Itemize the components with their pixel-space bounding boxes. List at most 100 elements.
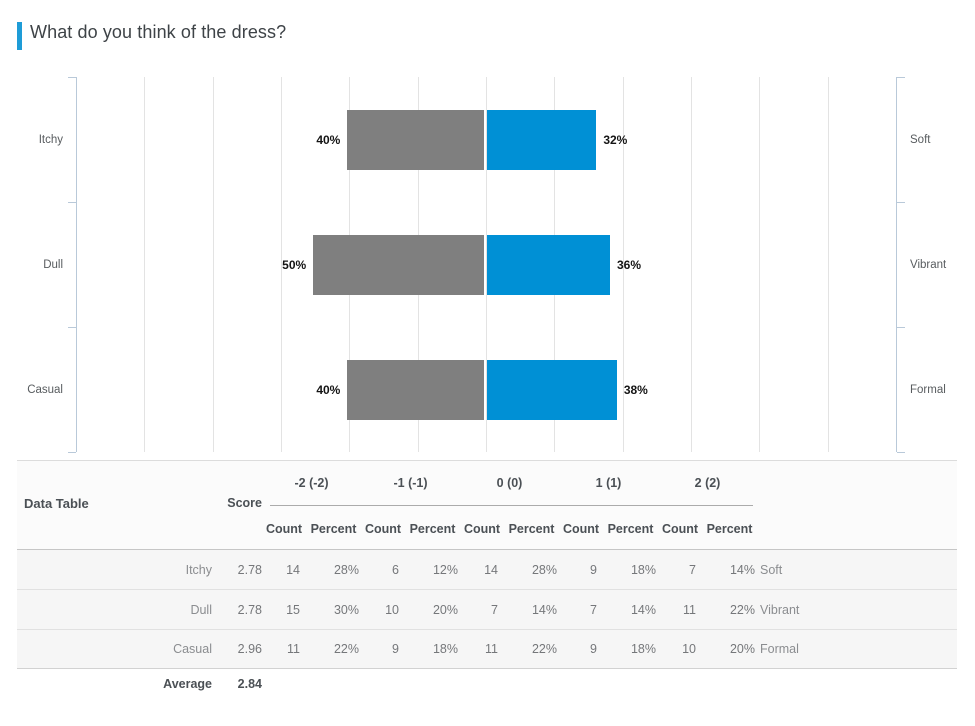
- right-axis-tick: [897, 452, 905, 453]
- percent-cell: 14%: [531, 602, 557, 617]
- row-label: Itchy: [185, 562, 212, 577]
- positive-bar-value-label: 38%: [623, 382, 648, 397]
- percent-cell: 28%: [531, 562, 557, 577]
- percent-column-header: Percent: [310, 522, 357, 536]
- row-right-label: Formal: [760, 642, 799, 656]
- average-row: Average 2.84: [17, 669, 957, 691]
- chart-gridline: [622, 77, 624, 452]
- chart-gridline: [144, 77, 146, 452]
- left-axis-tick: [68, 202, 76, 203]
- question-accent-bar: [17, 22, 22, 50]
- count-column-header: Count: [364, 522, 402, 536]
- chart-gridline: [281, 77, 282, 452]
- group-header: -1 (-1): [393, 476, 428, 490]
- percent-cell: 14%: [729, 562, 755, 577]
- count-column-header: Count: [265, 522, 303, 536]
- count-cell: 11: [485, 642, 498, 656]
- row-label: Dull: [190, 602, 212, 617]
- table-row: Dull 2.78 15 30% 10 20% 7 14% 7 14% 11 22% Vibrant: [17, 589, 957, 629]
- chart-gridline: [212, 77, 214, 452]
- chart-gridline: [759, 77, 761, 452]
- positive-bar-value-label: 36%: [617, 257, 642, 272]
- sub-header-spacer-right: [757, 513, 957, 536]
- group-header-spacer-label: [17, 461, 212, 505]
- row-right-label: Vibrant: [760, 602, 800, 617]
- percent-column-header: Percent: [607, 522, 654, 536]
- percent-cell: 30%: [333, 602, 359, 617]
- chart-gridline: [486, 77, 487, 452]
- negative-bar-segment[interactable]: [313, 234, 484, 295]
- percent-column-header: Percent: [706, 522, 753, 536]
- positive-bar-value-label: 32%: [603, 132, 628, 147]
- positive-bar-segment[interactable]: [487, 109, 597, 170]
- negative-bar-value-label: 40%: [316, 382, 341, 397]
- percent-cell: 14%: [630, 602, 656, 617]
- row-label: Casual: [173, 642, 212, 656]
- header-rule: [270, 505, 753, 506]
- category-label-left: Itchy: [38, 133, 63, 146]
- count-cell: 9: [590, 562, 597, 577]
- table-title: Data Table: [24, 496, 89, 511]
- sub-header-spacer-score: [212, 513, 262, 536]
- row-score: 2.96: [237, 642, 262, 656]
- left-axis-tick: [68, 77, 76, 78]
- percent-cell: 28%: [333, 562, 359, 577]
- count-column-header: Count: [562, 522, 600, 536]
- right-axis-tick: [897, 77, 905, 78]
- row-score: 2.78: [237, 602, 262, 617]
- count-cell: 15: [286, 602, 300, 617]
- group-header: -2 (-2): [294, 476, 329, 490]
- percent-cell: 12%: [432, 562, 458, 577]
- count-cell: 7: [590, 602, 597, 617]
- sub-header-row: Count Percent Count Percent Count Percent Coun…: [17, 513, 957, 536]
- count-cell: 7: [491, 602, 498, 617]
- table-row: Itchy 2.78 14 28% 6 12% 14 28% 9 18% 7 14% Soft: [17, 549, 957, 589]
- count-cell: 6: [392, 562, 399, 577]
- count-cell: 7: [689, 562, 696, 577]
- group-header: 1 (1): [595, 476, 622, 490]
- percent-cell: 22%: [531, 642, 557, 656]
- group-header-spacer-right: [757, 461, 957, 505]
- percent-cell: 20%: [432, 602, 458, 617]
- survey-report-page: What do you think of the dress? Itchy Sof…: [0, 0, 975, 691]
- table-body: Itchy 2.78 14 28% 6 12% 14 28% 9 18% 7 14% Soft Dull 2…: [17, 549, 957, 669]
- percent-cell: 22%: [333, 642, 359, 656]
- count-column-header: Count: [661, 522, 699, 536]
- table-header: Data Table Score -2 (-2) -1 (-1) 0 (0) 1 (1…: [17, 460, 957, 549]
- positive-bar-segment[interactable]: [487, 234, 610, 295]
- group-header-row: -2 (-2) -1 (-1) 0 (0) 1 (1) 2 (2): [17, 461, 957, 505]
- left-axis-tick: [68, 327, 76, 328]
- average-row-spacer: [262, 677, 957, 691]
- count-cell: 11: [287, 642, 300, 656]
- count-cell: 10: [682, 642, 696, 656]
- category-label-left: Dull: [43, 258, 63, 271]
- negative-bar-segment[interactable]: [347, 109, 484, 170]
- category-label-right: Soft: [910, 133, 931, 146]
- percent-column-header: Percent: [508, 522, 555, 536]
- positive-bar-segment[interactable]: [487, 359, 617, 420]
- count-cell: 9: [392, 642, 399, 656]
- group-header: 0 (0): [496, 476, 523, 490]
- group-header: 2 (2): [694, 476, 721, 490]
- count-cell: 11: [683, 602, 696, 617]
- negative-bar-value-label: 50%: [282, 257, 307, 272]
- right-axis-tick: [897, 327, 905, 328]
- sub-header-spacer-label: [17, 513, 212, 536]
- right-axis-line: [896, 77, 897, 452]
- percent-column-header: Percent: [409, 522, 456, 536]
- negative-bar-segment[interactable]: [347, 359, 484, 420]
- question-title: What do you think of the dress?: [30, 22, 287, 42]
- diverging-bar-chart: Itchy Soft 40% 32% Dull Vibrant 50% 36% Casual Fo…: [0, 70, 975, 460]
- category-label-right: Vibrant: [910, 258, 947, 271]
- left-axis-tick: [68, 452, 76, 453]
- table-row: Casual 2.96 11 22% 9 18% 11 22% 9 18% 10 20% Formal: [17, 629, 957, 669]
- score-column-header: Score: [227, 496, 262, 510]
- count-cell: 10: [385, 602, 399, 617]
- percent-cell: 22%: [729, 602, 755, 617]
- chart-gridline: [691, 77, 692, 452]
- row-score: 2.78: [237, 562, 262, 577]
- count-cell: 14: [286, 562, 300, 577]
- percent-cell: 18%: [630, 642, 656, 656]
- question-header: What do you think of the dress?: [0, 0, 975, 70]
- group-header-spacer-score: [212, 461, 262, 505]
